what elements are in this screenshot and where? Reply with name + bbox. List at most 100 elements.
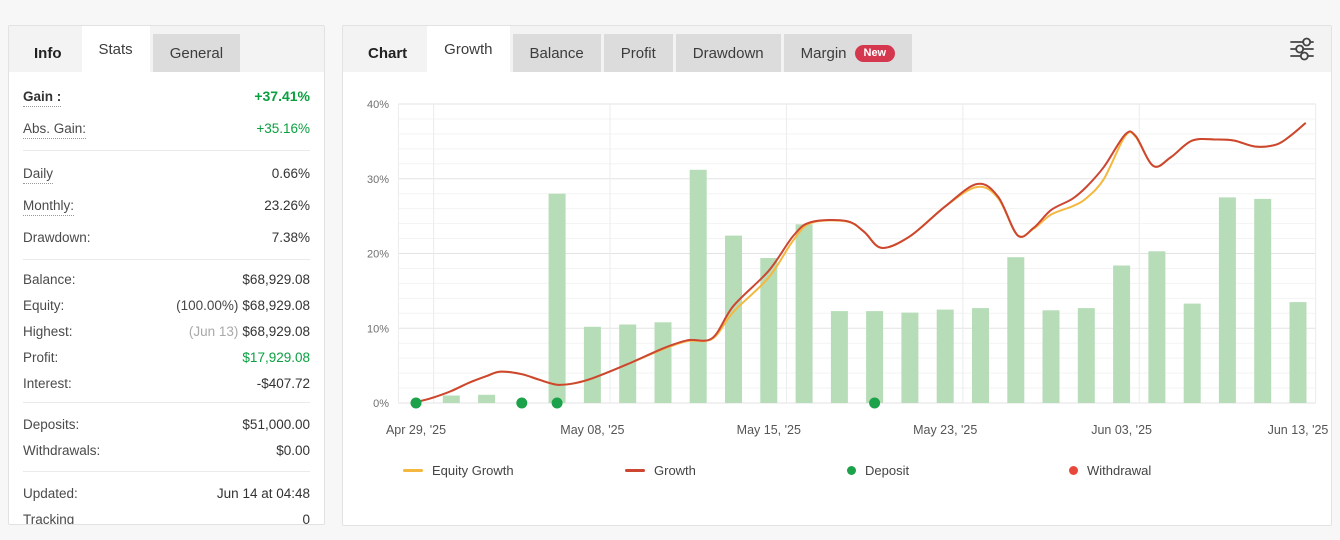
stat-value: $17,929.08 (242, 349, 310, 365)
y-axis-label: 40% (367, 99, 389, 111)
stat-value: 0 (302, 511, 310, 525)
x-axis-label: May 23, '25 (913, 423, 977, 437)
growth-bar[interactable] (689, 169, 707, 403)
stats-tab-stats[interactable]: Stats (81, 26, 150, 72)
stats-tab-general[interactable]: General (152, 34, 241, 72)
stat-label: Tracking (23, 511, 75, 525)
growth-chart: 0% 10% 20% 30% 40% Apr 29, '25 May 08, '25 May … (343, 72, 1331, 525)
new-badge: New (854, 44, 896, 62)
stat-label: Withdrawals: (23, 442, 101, 458)
stat-label: Updated: (23, 485, 78, 501)
growth-bar[interactable] (1042, 310, 1060, 403)
y-axis-label: 10% (367, 323, 389, 335)
deposit-marker[interactable] (410, 397, 422, 409)
chart-settings-button[interactable] (1285, 32, 1319, 66)
growth-bar[interactable] (725, 235, 742, 403)
stat-label: Balance: (23, 271, 76, 287)
x-axis-label: May 08, '25 (560, 423, 624, 437)
x-axis-label: Jun 13, '25 (1268, 423, 1329, 437)
growth-bar[interactable] (478, 394, 496, 403)
stat-group: Updated: Jun 14 at 04:48 Tracking 0 (23, 471, 310, 525)
chart-legend: Equity Growth Growth Deposit Withdrawal (403, 460, 1291, 480)
growth-bar[interactable] (1077, 308, 1095, 403)
deposit-marker[interactable] (869, 397, 881, 409)
x-axis-label: Apr 29, '25 (386, 423, 446, 437)
growth-bar[interactable] (548, 193, 566, 403)
legend-item-withdrawal[interactable]: Withdrawal (1069, 463, 1291, 478)
tab-label: Growth (444, 40, 493, 58)
legend-item-deposit[interactable]: Deposit (847, 463, 1069, 478)
growth-bar[interactable] (1113, 265, 1131, 404)
growth-bar[interactable] (830, 311, 848, 403)
chart-tab-profit[interactable]: Profit (603, 34, 673, 72)
chart-tab-growth[interactable]: Growth (427, 26, 510, 72)
stat-row-highest: Highest: (Jun 13) $68,929.08 (23, 318, 310, 344)
chart-tab-margin[interactable]: Margin New (783, 34, 913, 72)
stat-row-deposits: Deposits: $51,000.00 (23, 411, 310, 437)
stat-value-prefix: (100.00%) (176, 297, 239, 313)
tab-label: Info (34, 44, 62, 62)
chart-tab-drawdown[interactable]: Drawdown (675, 34, 781, 72)
growth-bar[interactable] (1183, 303, 1201, 403)
stat-value: (Jun 13) $68,929.08 (188, 323, 310, 339)
legend-item-growth[interactable]: Growth (625, 463, 847, 478)
y-axis-label: 30% (367, 174, 389, 186)
stat-value: (100.00%) $68,929.08 (176, 297, 310, 313)
legend-line-marker (625, 468, 645, 472)
tab-label: Stats (98, 40, 133, 58)
growth-bar[interactable] (760, 258, 778, 403)
stat-row-interest: Interest: -$407.72 (23, 370, 310, 396)
stats-tabs: Info Stats General (9, 26, 324, 72)
growth-bar[interactable] (1148, 251, 1166, 403)
stat-row-drawdown: Drawdown: 7.38% (23, 221, 310, 253)
growth-bar[interactable] (972, 308, 989, 403)
stat-row-tracking: Tracking 0 (23, 506, 310, 525)
stat-label[interactable]: Abs. Gain: (23, 120, 87, 139)
stat-label: Profit: (23, 349, 59, 365)
chart-tab-chart[interactable]: Chart (351, 34, 424, 72)
stat-label: Highest: (23, 323, 73, 339)
tab-label: Balance (529, 44, 584, 62)
growth-bar[interactable] (1289, 302, 1307, 403)
stats-list: Gain : +37.41% Abs. Gain: +35.16% Daily 0.66%… (9, 72, 324, 525)
deposit-marker[interactable] (551, 397, 563, 409)
chart-panel: Chart Growth Balance Profit Drawdown Margin Ne… (342, 25, 1332, 526)
deposit-marker[interactable] (516, 397, 528, 409)
legend-item-equity-growth[interactable]: Equity Growth (403, 463, 625, 478)
stat-value: +35.16% (256, 120, 310, 136)
stat-label[interactable]: Monthly: (23, 197, 75, 216)
growth-bar[interactable] (1254, 198, 1272, 403)
growth-bar[interactable] (583, 326, 601, 403)
stat-row-equity: Equity: (100.00%) $68,929.08 (23, 292, 310, 318)
tab-label: General (169, 44, 224, 62)
growth-bar[interactable] (866, 311, 884, 403)
chart-tabs: Chart Growth Balance Profit Drawdown Margin Ne… (343, 26, 1331, 72)
stat-row-profit: Profit: $17,929.08 (23, 344, 310, 370)
sliders-icon (1290, 37, 1314, 61)
stat-label: Equity: (23, 297, 65, 313)
stat-row-withdrawals: Withdrawals: $0.00 (23, 437, 310, 463)
growth-bar[interactable] (936, 309, 954, 403)
stat-value: +37.41% (254, 88, 310, 104)
legend-dot-marker (847, 465, 856, 475)
chart-tab-balance[interactable]: Balance (512, 34, 601, 72)
stat-label[interactable]: Gain : (23, 88, 62, 107)
growth-bar[interactable] (1218, 197, 1236, 403)
stat-value: $68,929.08 (242, 271, 310, 287)
stat-row-balance: Balance: $68,929.08 (23, 266, 310, 292)
growth-bar[interactable] (442, 395, 460, 404)
tab-label: Profit (620, 44, 656, 62)
growth-bar[interactable] (795, 224, 813, 403)
growth-bar[interactable] (654, 322, 672, 403)
x-axis-label: Jun 03, '25 (1091, 423, 1152, 437)
legend-label: Equity Growth (432, 462, 514, 478)
legend-label: Growth (654, 462, 696, 478)
growth-bar[interactable] (1007, 257, 1025, 403)
stat-value: Jun 14 at 04:48 (216, 485, 310, 501)
stat-value: 23.26% (264, 197, 310, 213)
stats-tab-info[interactable]: Info (17, 34, 79, 72)
stat-group: Daily 0.66% Monthly: 23.26% Drawdown: 7.38% (23, 150, 310, 259)
growth-bar[interactable] (901, 312, 919, 403)
stat-label: Interest: (23, 375, 72, 391)
stat-label[interactable]: Daily (23, 165, 54, 184)
